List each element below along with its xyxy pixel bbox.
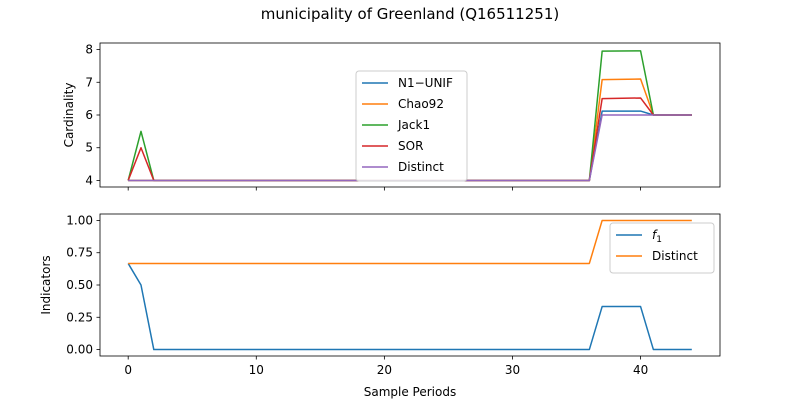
- x-tick-label-1-0: 0: [124, 363, 132, 377]
- legend-box-1: [609, 222, 715, 274]
- x-tick-label-1-1: 10: [249, 363, 264, 377]
- y-tick-label-1-2: 0.50: [66, 278, 93, 292]
- y-tick-label-1-4: 1.00: [66, 213, 93, 227]
- y-tick-label-0-4: 8: [85, 43, 93, 57]
- series-line-0-4: [128, 114, 692, 182]
- cardinality-panel: 4 5 6 7 8 Cardinality N1−UNIF Chao92 Jack1 SOR Dis…: [62, 43, 721, 191]
- x-tick-label-1-4: 40: [633, 363, 648, 377]
- legend-label-1-0: f1: [652, 228, 662, 245]
- series-line-1-1: [128, 219, 692, 265]
- y-tick-label-1-3: 0.75: [66, 246, 93, 260]
- y-tick-label-0-2: 6: [85, 108, 93, 122]
- legend-label-0-4: Distinct: [398, 160, 444, 174]
- series-line-0-2: [127, 50, 692, 182]
- legend-label-0-0: N1−UNIF: [398, 76, 453, 90]
- legend-label-0-2: Jack1: [397, 118, 430, 132]
- legend-1: f1 Distinct: [609, 222, 715, 274]
- y-tick-label-0-3: 7: [85, 75, 93, 89]
- y-tick-label-1-0: 0.00: [66, 343, 93, 357]
- indicators-panel: 0 10 20 30 40 0.00 0.25 0.50 0.75 1.00 Indicators f…: [39, 213, 721, 377]
- y-tick-label-1-1: 0.25: [66, 310, 93, 324]
- x-tick-label-1-3: 30: [505, 363, 520, 377]
- y-axis-label-1: Indicators: [39, 255, 53, 314]
- legend-0: N1−UNIF Chao92 Jack1 SOR Distinct: [355, 70, 468, 182]
- series-line-0-3: [127, 97, 692, 182]
- y-axis-label-0: Cardinality: [62, 83, 76, 148]
- legend-box-0: [355, 70, 468, 182]
- figure-title: municipality of Greenland (Q16511251): [261, 5, 559, 23]
- y-tick-label-0-0: 4: [85, 173, 93, 187]
- series-line-1-0: [127, 263, 692, 351]
- legend-label-0-1: Chao92: [398, 97, 444, 111]
- x-axis-label: Sample Periods: [364, 385, 456, 399]
- legend-label-0-3: SOR: [398, 139, 423, 153]
- legend-label-1-1: Distinct: [652, 249, 698, 263]
- x-tick-label-1-2: 20: [377, 363, 392, 377]
- y-tick-label-0-1: 5: [85, 141, 93, 155]
